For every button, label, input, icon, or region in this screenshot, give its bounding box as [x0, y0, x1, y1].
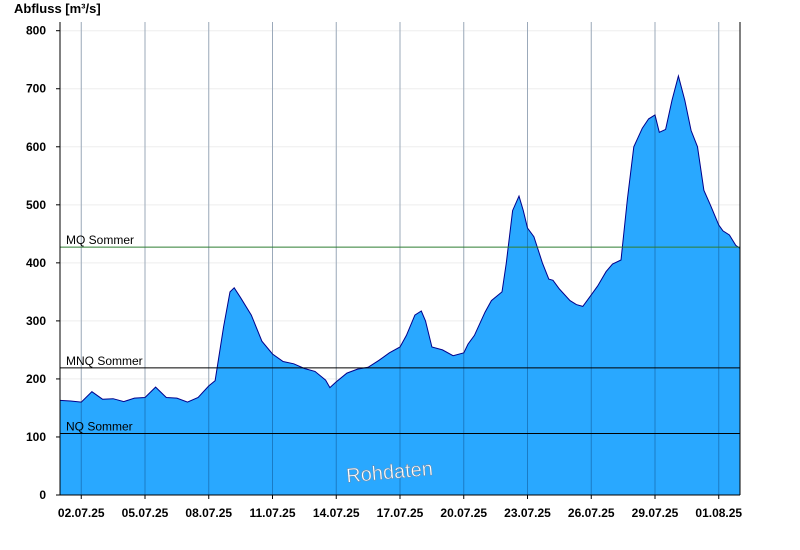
y-tick-label: 600	[26, 140, 46, 154]
y-tick-label: 0	[39, 488, 46, 502]
x-tick-label: 14.07.25	[313, 506, 360, 520]
reference-line-label: MNQ Sommer	[66, 354, 143, 368]
x-tick-label: 08.07.25	[185, 506, 232, 520]
y-tick-label: 300	[26, 314, 46, 328]
y-tick-label: 400	[26, 256, 46, 270]
discharge-line	[59, 74, 741, 403]
x-tick-label: 01.08.25	[695, 506, 742, 520]
axes	[56, 22, 741, 499]
area-layer	[59, 22, 741, 495]
x-tick-label: 05.07.25	[122, 506, 169, 520]
x-tick-label: 29.07.25	[632, 506, 679, 520]
x-tick-label: 23.07.25	[504, 506, 551, 520]
y-tick-label: 100	[26, 430, 46, 444]
y-tick-label: 700	[26, 82, 46, 96]
x-tick-label: 11.07.25	[249, 506, 295, 520]
y-tick-labels: 0 100 200 300 400 500 600 700 800	[26, 24, 46, 502]
y-tick-label: 800	[26, 24, 46, 38]
reference-lines: MQ Sommer MNQ Sommer NQ Sommer	[60, 233, 740, 434]
x-tick-labels: 02.07.25 05.07.25 08.07.25 11.07.25 14.07.25…	[58, 506, 743, 520]
y-tick-label: 200	[26, 372, 46, 386]
reference-line-label: MQ Sommer	[66, 233, 134, 247]
x-tick-label: 26.07.25	[568, 506, 615, 520]
y-axis-title: Abfluss [m³/s]	[14, 1, 101, 16]
reference-line-label: NQ Sommer	[66, 419, 133, 433]
x-tick-label: 02.07.25	[58, 506, 105, 520]
y-tick-label: 500	[26, 198, 46, 212]
x-tick-label: 20.07.25	[440, 506, 487, 520]
discharge-area	[60, 76, 740, 495]
x-tick-label: 17.07.25	[377, 506, 424, 520]
